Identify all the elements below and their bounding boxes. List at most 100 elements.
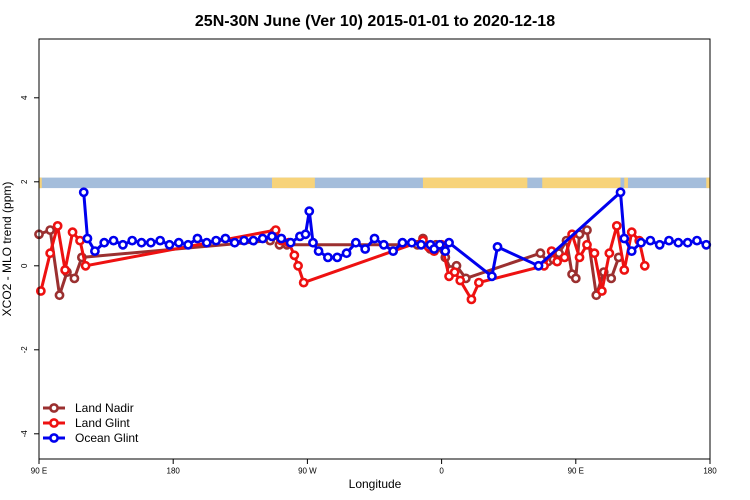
series-line-2 — [82, 190, 707, 278]
x-axis-label: Longitude — [349, 477, 402, 491]
data-point-2-27 — [308, 237, 318, 248]
data-point-2-30 — [332, 252, 343, 263]
y-tick-label-3: 2 — [20, 179, 29, 184]
data-point-2-58 — [701, 239, 712, 250]
data-point-2-1 — [82, 233, 93, 244]
data-point-1-32 — [611, 220, 622, 231]
data-point-1-4 — [67, 227, 78, 238]
strip-land-0 — [39, 177, 42, 189]
data-point-1-28 — [582, 239, 592, 250]
data-point-2-5 — [117, 239, 128, 250]
data-point-1-29 — [589, 248, 600, 259]
data-point-2-23 — [285, 237, 296, 248]
data-point-2-10 — [164, 239, 175, 250]
x-tick-label-0: 90 E — [31, 467, 47, 476]
data-point-2-4 — [108, 235, 119, 246]
plot-frame — [38, 38, 711, 460]
data-point-0-4 — [69, 273, 80, 284]
data-point-2-43 — [440, 246, 451, 256]
data-point-2-14 — [201, 237, 212, 248]
y-tick-label-2: 0 — [20, 263, 29, 268]
data-point-2-48 — [615, 187, 626, 198]
strip-ocean — [39, 177, 710, 189]
data-point-2-49 — [619, 233, 630, 244]
data-point-2-56 — [682, 237, 693, 248]
data-point-2-22 — [276, 233, 287, 244]
series-1 — [35, 220, 650, 305]
data-point-2-35 — [378, 239, 389, 250]
data-point-2-42 — [434, 239, 445, 250]
data-point-2-55 — [673, 237, 684, 248]
data-point-2-45 — [487, 271, 497, 282]
x-tick-label-1: 180 — [167, 467, 181, 476]
data-point-2-25 — [300, 229, 311, 240]
data-point-0-18 — [535, 248, 546, 259]
data-point-2-47 — [533, 260, 544, 271]
data-point-2-44 — [444, 237, 454, 248]
legend-marker-1 — [49, 418, 59, 428]
data-point-2-18 — [239, 235, 249, 246]
data-point-1-30 — [596, 286, 607, 296]
data-point-1-20 — [466, 294, 477, 305]
data-point-1-11 — [293, 260, 303, 271]
series-2 — [78, 187, 712, 282]
strip-land-5 — [706, 177, 710, 189]
data-point-1-21 — [473, 277, 484, 288]
data-point-2-26 — [304, 206, 315, 217]
x-tick-label-2: 90 W — [298, 467, 317, 476]
data-point-2-2 — [90, 246, 100, 256]
data-point-2-7 — [136, 237, 147, 248]
legend-label-2: Ocean Glint — [75, 431, 139, 445]
data-point-2-0 — [78, 187, 89, 198]
y-tick-label-1: -2 — [20, 346, 29, 354]
data-point-0-1 — [45, 225, 56, 235]
strip-land-1 — [271, 177, 315, 189]
data-point-2-34 — [369, 233, 380, 244]
chart-title: 25N-30N June (Ver 10) 2015-01-01 to 2020… — [195, 13, 555, 30]
strip-land-4 — [624, 177, 628, 189]
data-point-2-6 — [127, 235, 138, 246]
data-point-1-24 — [552, 256, 563, 267]
data-point-2-36 — [388, 246, 399, 256]
data-point-2-17 — [229, 237, 240, 248]
y-axis: -4 -2 0 2 4 — [20, 95, 39, 437]
data-point-2-37 — [397, 237, 408, 248]
data-point-2-13 — [192, 233, 203, 244]
data-point-2-54 — [664, 235, 674, 246]
data-point-2-38 — [406, 237, 417, 248]
data-point-1-10 — [289, 250, 300, 261]
series-layer — [34, 187, 712, 305]
data-point-2-20 — [257, 233, 268, 244]
data-point-2-15 — [211, 235, 221, 246]
legend-label-1: Land Glint — [75, 416, 130, 430]
surface-strip — [39, 177, 710, 189]
x-tick-label-4: 90 E — [568, 467, 584, 476]
data-point-2-39 — [416, 239, 426, 250]
x-axis: 90 E 180 90 W 0 90 E 180 — [31, 459, 717, 476]
data-point-2-21 — [267, 231, 277, 242]
strip-land-2 — [422, 177, 528, 189]
y-axis-label: XCO2 - MLO trend (ppm) — [0, 182, 14, 317]
data-point-1-12 — [298, 277, 309, 288]
data-point-1-19 — [455, 275, 466, 286]
data-point-0-2 — [54, 290, 65, 301]
data-point-1-0 — [35, 286, 46, 296]
data-point-2-32 — [350, 237, 361, 248]
data-point-1-3 — [60, 265, 70, 275]
y-tick-label-4: 4 — [20, 95, 29, 100]
data-point-2-53 — [654, 239, 665, 250]
data-point-0-24 — [570, 273, 581, 284]
data-point-2-16 — [220, 233, 231, 244]
data-point-2-52 — [645, 235, 656, 246]
legend-marker-2 — [49, 433, 59, 443]
data-point-2-11 — [173, 237, 184, 248]
data-point-1-6 — [80, 260, 91, 271]
strip-land-3 — [542, 177, 621, 189]
data-point-1-18 — [449, 267, 460, 277]
data-point-2-33 — [360, 244, 371, 254]
data-point-0-29 — [606, 273, 617, 284]
legend-label-0: Land Nadir — [75, 401, 134, 415]
x-tick-label-3: 0 — [439, 467, 444, 476]
data-point-2-3 — [99, 237, 110, 248]
